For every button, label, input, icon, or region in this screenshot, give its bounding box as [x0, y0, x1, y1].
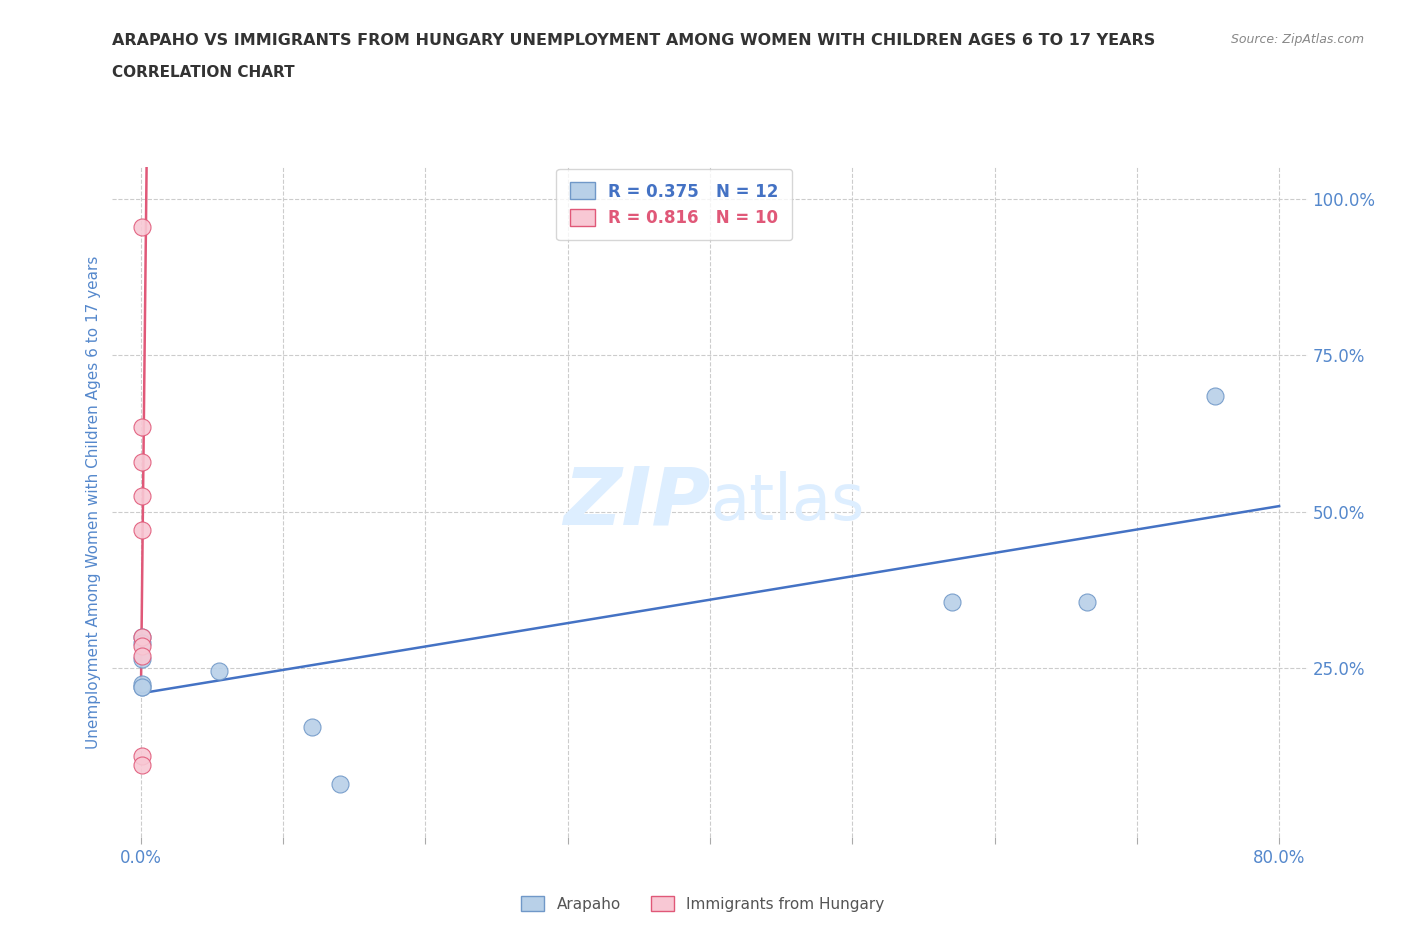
Y-axis label: Unemployment Among Women with Children Ages 6 to 17 years: Unemployment Among Women with Children A…	[86, 256, 101, 749]
Point	[1204, 389, 1226, 404]
Text: Source: ZipAtlas.com: Source: ZipAtlas.com	[1230, 33, 1364, 46]
Point	[131, 680, 153, 695]
Point	[131, 488, 153, 503]
Point	[131, 630, 153, 644]
Point	[301, 720, 323, 735]
Point	[131, 454, 153, 469]
Point	[131, 749, 153, 764]
Point	[131, 758, 153, 773]
Point	[131, 630, 153, 644]
Point	[131, 639, 153, 654]
Text: CORRELATION CHART: CORRELATION CHART	[112, 65, 295, 80]
Point	[131, 676, 153, 691]
Point	[1076, 595, 1098, 610]
Point	[131, 680, 153, 695]
Point	[131, 523, 153, 538]
Legend: Arapaho, Immigrants from Hungary: Arapaho, Immigrants from Hungary	[515, 889, 891, 918]
Point	[208, 664, 231, 679]
Legend: R = 0.375   N = 12, R = 0.816   N = 10: R = 0.375 N = 12, R = 0.816 N = 10	[557, 169, 792, 240]
Text: ZIP: ZIP	[562, 463, 710, 541]
Point	[131, 419, 153, 434]
Text: ARAPAHO VS IMMIGRANTS FROM HUNGARY UNEMPLOYMENT AMONG WOMEN WITH CHILDREN AGES 6: ARAPAHO VS IMMIGRANTS FROM HUNGARY UNEMP…	[112, 33, 1156, 47]
Point	[131, 651, 153, 666]
Text: atlas: atlas	[710, 472, 865, 533]
Point	[131, 219, 153, 234]
Point	[131, 648, 153, 663]
Point	[941, 595, 963, 610]
Point	[329, 777, 352, 791]
Point	[131, 635, 153, 650]
